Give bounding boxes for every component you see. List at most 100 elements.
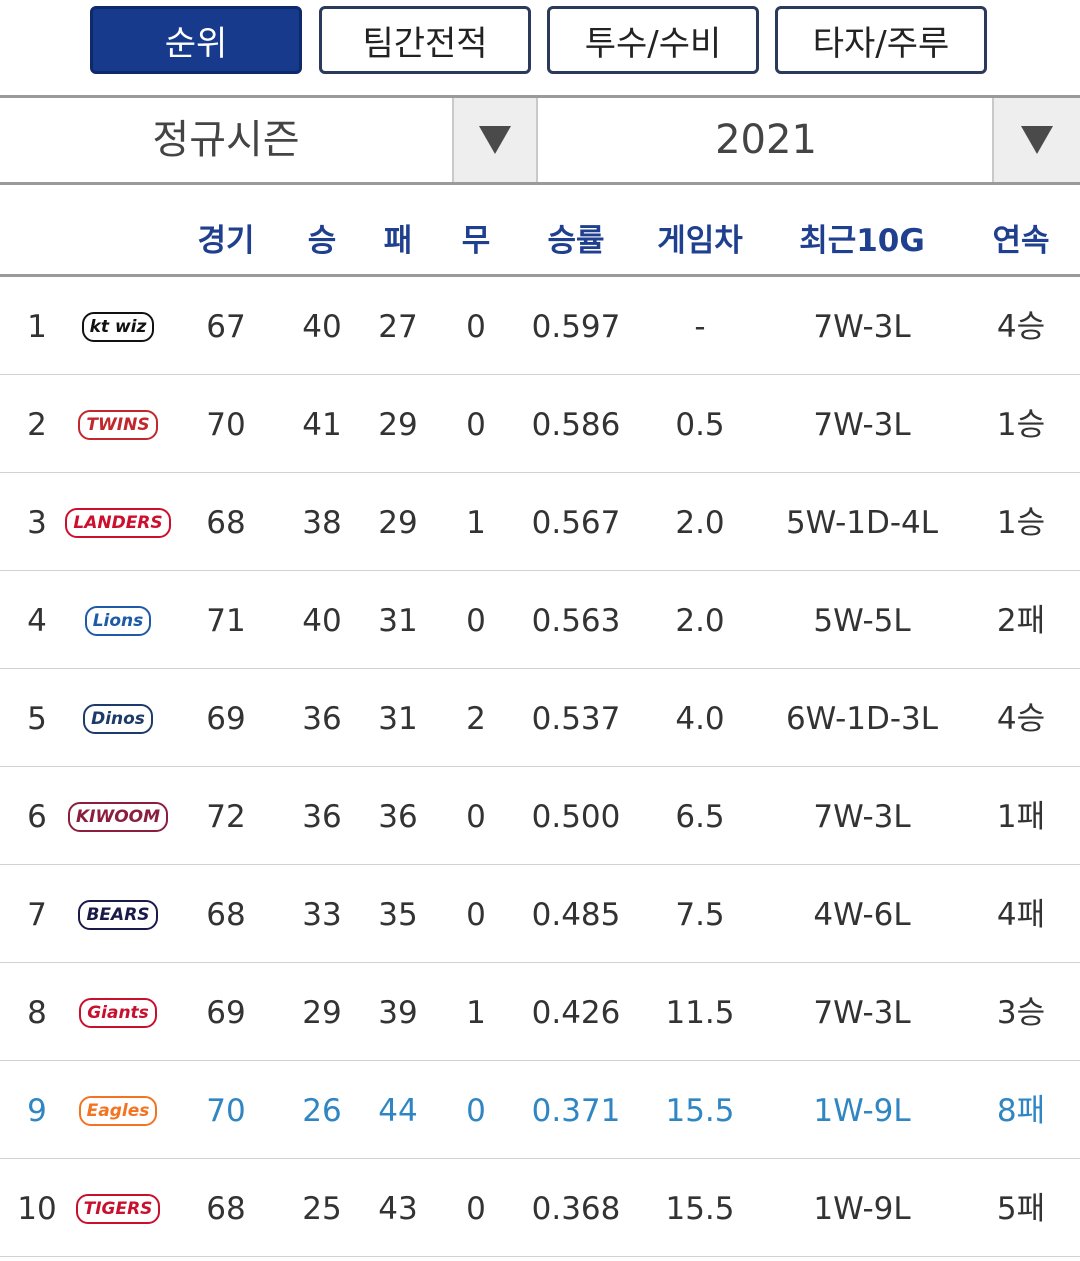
table-row[interactable]: 8 69 29 39 1 0.426 11.5 7W-3L 3승 Giants: [0, 963, 1080, 1061]
table-row[interactable]: 9 70 26 44 0 0.371 15.5 1W-9L 8패 Eagles: [0, 1061, 1080, 1159]
streak-cell: 5패: [996, 1191, 1046, 1227]
wins-cell: 41: [302, 407, 342, 443]
games-behind-cell: 6.5: [675, 799, 725, 835]
draws-cell: 0: [466, 1191, 486, 1227]
rank-cell: 5: [27, 701, 47, 737]
losses-cell: 43: [378, 1191, 418, 1227]
rank-cell: 6: [27, 799, 47, 835]
table-row[interactable]: 6 72 36 36 0 0.500 6.5 7W-3L 1패 KIWOOM: [0, 767, 1080, 865]
last-10-cell: 7W-3L: [813, 309, 911, 345]
losses-cell: 29: [378, 407, 418, 443]
team-logo-text: TIGERS: [75, 1194, 161, 1224]
losses-cell: 35: [378, 897, 418, 933]
header-streak[interactable]: 연속: [992, 223, 1050, 259]
win-pct-cell: 0.426: [531, 995, 621, 1031]
draws-cell: 0: [466, 799, 486, 835]
rank-cell: 9: [27, 1093, 47, 1129]
losses-cell: 29: [378, 505, 418, 541]
team-logo-text: Lions: [84, 606, 152, 636]
team-logo[interactable]: KIWOOM: [67, 789, 169, 845]
last-10-cell: 1W-9L: [813, 1191, 911, 1227]
table-row[interactable]: 1 67 40 27 0 0.597 - 7W-3L 4승 kt wiz: [0, 277, 1080, 375]
wins-cell: 38: [302, 505, 342, 541]
team-logo[interactable]: kt wiz: [80, 299, 156, 355]
season-select[interactable]: 정규시즌: [152, 117, 300, 163]
wins-cell: 25: [302, 1191, 342, 1227]
header-last-10[interactable]: 최근10G: [799, 223, 925, 259]
table-row[interactable]: 3 68 38 29 1 0.567 2.0 5W-1D-4L 1승 LANDERS: [0, 473, 1080, 571]
wins-cell: 33: [302, 897, 342, 933]
last-10-cell: 1W-9L: [813, 1093, 911, 1129]
games-cell: 70: [206, 1093, 246, 1129]
year-select[interactable]: 2021: [715, 117, 817, 163]
draws-cell: 0: [466, 1093, 486, 1129]
team-logo[interactable]: TWINS: [78, 397, 158, 453]
last-10-cell: 7W-3L: [813, 407, 911, 443]
header-losses[interactable]: 패: [383, 223, 413, 259]
team-logo[interactable]: LANDERS: [65, 495, 171, 551]
draws-cell: 0: [466, 603, 486, 639]
rank-cell: 7: [27, 897, 47, 933]
table-row[interactable]: 2 70 41 29 0 0.586 0.5 7W-3L 1승 TWINS: [0, 375, 1080, 473]
table-row[interactable]: 10 68 25 43 0 0.368 15.5 1W-9L 5패 TIGERS: [0, 1159, 1080, 1257]
rank-cell: 4: [27, 603, 47, 639]
tab-bar: 순위 팀간전적 투수/수비 타자/주루: [0, 0, 1080, 96]
team-logo[interactable]: TIGERS: [75, 1181, 161, 1237]
table-row[interactable]: 7 68 33 35 0 0.485 7.5 4W-6L 4패 BEARS: [0, 865, 1080, 963]
games-cell: 68: [206, 505, 246, 541]
table-row[interactable]: 4 71 40 31 0 0.563 2.0 5W-5L 2패 Lions: [0, 571, 1080, 669]
team-logo-text: Dinos: [83, 704, 153, 734]
table-row[interactable]: 5 69 36 31 2 0.537 4.0 6W-1D-3L 4승 Dinos: [0, 669, 1080, 767]
games-cell: 68: [206, 897, 246, 933]
losses-cell: 39: [378, 995, 418, 1031]
draws-cell: 1: [466, 995, 486, 1031]
team-logo[interactable]: Giants: [79, 985, 157, 1041]
header-win-pct[interactable]: 승률: [547, 223, 605, 259]
games-cell: 69: [206, 701, 246, 737]
tab-pitching-fielding[interactable]: 투수/수비: [547, 6, 759, 74]
header-games-behind[interactable]: 게임차: [657, 223, 743, 259]
season-dropdown-button[interactable]: [452, 98, 538, 182]
games-behind-cell: 7.5: [675, 897, 725, 933]
games-cell: 69: [206, 995, 246, 1031]
losses-cell: 36: [378, 799, 418, 835]
games-behind-cell: 4.0: [675, 701, 725, 737]
year-dropdown-button[interactable]: [992, 98, 1080, 182]
team-logo[interactable]: BEARS: [78, 887, 158, 943]
team-logo[interactable]: Eagles: [78, 1083, 158, 1139]
losses-cell: 31: [378, 701, 418, 737]
team-logo[interactable]: Lions: [80, 593, 156, 649]
games-cell: 68: [206, 1191, 246, 1227]
team-logo[interactable]: Dinos: [80, 691, 156, 747]
games-behind-cell: 0.5: [675, 407, 725, 443]
tab-standings[interactable]: 순위: [90, 6, 302, 74]
games-cell: 67: [206, 309, 246, 345]
wins-cell: 40: [302, 309, 342, 345]
streak-cell: 4승: [996, 701, 1046, 737]
win-pct-cell: 0.537: [531, 701, 621, 737]
win-pct-cell: 0.485: [531, 897, 621, 933]
games-behind-cell: 2.0: [675, 505, 725, 541]
win-pct-cell: 0.368: [531, 1191, 621, 1227]
streak-cell: 4승: [996, 309, 1046, 345]
games-behind-cell: 15.5: [665, 1093, 735, 1129]
tab-head-to-head[interactable]: 팀간전적: [319, 6, 531, 74]
rank-cell: 1: [27, 309, 47, 345]
streak-cell: 2패: [996, 603, 1046, 639]
triangle-down-icon: [479, 126, 511, 154]
rank-cell: 2: [27, 407, 47, 443]
games-behind-cell: 11.5: [665, 995, 735, 1031]
streak-cell: 8패: [996, 1093, 1046, 1129]
wins-cell: 36: [302, 701, 342, 737]
rank-cell: 10: [17, 1191, 57, 1227]
header-draws[interactable]: 무: [461, 223, 491, 259]
header-wins[interactable]: 승: [307, 223, 337, 259]
win-pct-cell: 0.500: [531, 799, 621, 835]
rank-cell: 3: [27, 505, 47, 541]
tab-batting-running[interactable]: 타자/주루: [775, 6, 987, 74]
draws-cell: 1: [466, 505, 486, 541]
team-logo-text: LANDERS: [65, 508, 171, 538]
last-10-cell: 7W-3L: [813, 799, 911, 835]
header-games[interactable]: 경기: [197, 223, 255, 259]
games-behind-cell: 2.0: [675, 603, 725, 639]
